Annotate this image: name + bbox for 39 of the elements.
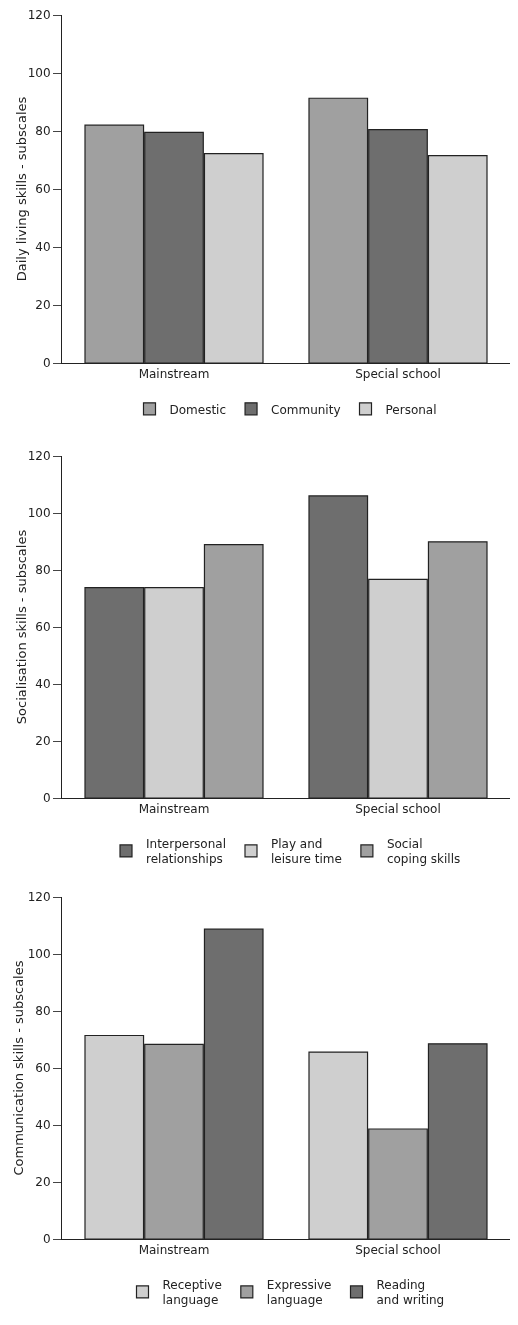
- y-tick-label: 0: [42, 356, 51, 371]
- y-tick-label: 0: [42, 791, 51, 806]
- y-axis-title: Communication skills - subscales: [10, 960, 26, 1176]
- y-tick-label: 20: [35, 734, 51, 749]
- x-tick-label: Special school: [355, 802, 441, 817]
- y-tick-label: 60: [35, 182, 51, 197]
- legend-label: Expressive language: [266, 1277, 332, 1308]
- y-tick-label: 80: [35, 563, 51, 578]
- x-tick-label: Mainstream: [138, 1243, 210, 1258]
- y-tick-label: 40: [35, 1118, 51, 1133]
- legend-label: Receptive language: [162, 1277, 222, 1308]
- y-tick-label: 60: [35, 1061, 51, 1076]
- y-tick-label: 40: [35, 677, 51, 692]
- legend-label: Domestic: [169, 402, 227, 417]
- y-axis-title: Daily living skills - subscales: [14, 96, 29, 282]
- y-axis-title: Socialisation skills - subscales: [14, 529, 29, 725]
- legend-label: Personal: [385, 402, 437, 417]
- y-tick-label: 100: [27, 947, 51, 962]
- y-tick-label: 80: [35, 124, 51, 139]
- y-tick-label: 40: [35, 240, 51, 255]
- legend-label: Interpersonal relationships: [146, 836, 226, 867]
- legend-label: Community: [271, 402, 341, 417]
- x-tick-label: Special school: [355, 367, 441, 382]
- y-tick-label: 120: [27, 8, 51, 23]
- y-tick-label: 80: [35, 1004, 51, 1019]
- x-tick-label: Mainstream: [138, 802, 210, 817]
- y-tick-label: 20: [35, 1175, 51, 1190]
- y-tick-label: 20: [35, 298, 51, 313]
- legend-label: Play and leisure time: [271, 836, 342, 867]
- y-tick-label: 0: [42, 1232, 51, 1247]
- y-tick-label: 100: [27, 506, 51, 521]
- x-tick-label: Mainstream: [138, 367, 210, 382]
- y-tick-label: 120: [27, 449, 51, 464]
- legend-label: Reading and writing: [376, 1277, 445, 1308]
- y-tick-label: 120: [27, 890, 51, 905]
- x-tick-label: Special school: [355, 1243, 441, 1258]
- y-tick-label: 100: [27, 66, 51, 81]
- legend-label: Social coping skills: [386, 836, 461, 867]
- y-tick-label: 60: [35, 620, 51, 635]
